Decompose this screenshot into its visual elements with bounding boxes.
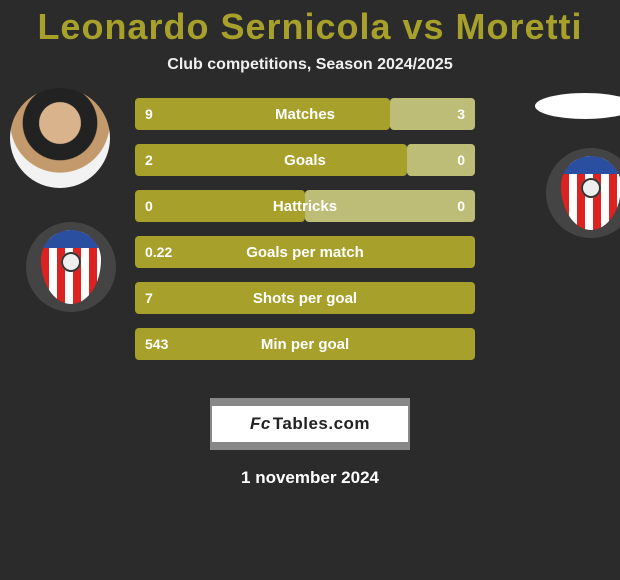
stat-row: 2 0Goals: [135, 144, 475, 176]
page-title: Leonardo Sernicola vs Moretti: [0, 0, 620, 48]
value-left: 0: [145, 190, 153, 222]
value-left: 543: [145, 328, 168, 360]
stat-bars: 93Matches20Goals00Hattricks0.22Goals per…: [135, 98, 475, 374]
stat-label: Matches: [135, 98, 475, 130]
source-badge: FcTables.com: [210, 398, 410, 450]
stat-label: Goals: [135, 144, 475, 176]
stat-label: Shots per goal: [135, 282, 475, 314]
club-badge-right: [546, 148, 620, 238]
brand-prefix: Fc: [250, 414, 271, 434]
value-left: 9: [145, 98, 153, 130]
stat-row: 543Min per goal: [135, 328, 475, 360]
stat-label: Hattricks: [135, 190, 475, 222]
stat-row: 0.22Goals per match: [135, 236, 475, 268]
player-photo-left: [10, 88, 110, 188]
comparison-stage: 93Matches20Goals00Hattricks0.22Goals per…: [0, 98, 620, 398]
value-right: 0: [457, 190, 465, 222]
value-left: 0.22: [145, 236, 172, 268]
club-badge-left: [26, 222, 116, 312]
stat-row: 9 3Matches: [135, 98, 475, 130]
value-right: 3: [457, 98, 465, 130]
stat-row: 0 0Hattricks: [135, 190, 475, 222]
footer-date: 1 november 2024: [0, 468, 620, 488]
value-left: 7: [145, 282, 153, 314]
value-left: 2: [145, 144, 153, 176]
player-photo-right-placeholder: [535, 93, 620, 119]
stat-label: Min per goal: [135, 328, 475, 360]
value-right: 0: [457, 144, 465, 176]
brand-name: Tables.com: [273, 414, 370, 434]
subtitle: Club competitions, Season 2024/2025: [0, 56, 620, 74]
stat-label: Goals per match: [135, 236, 475, 268]
stat-row: 7Shots per goal: [135, 282, 475, 314]
